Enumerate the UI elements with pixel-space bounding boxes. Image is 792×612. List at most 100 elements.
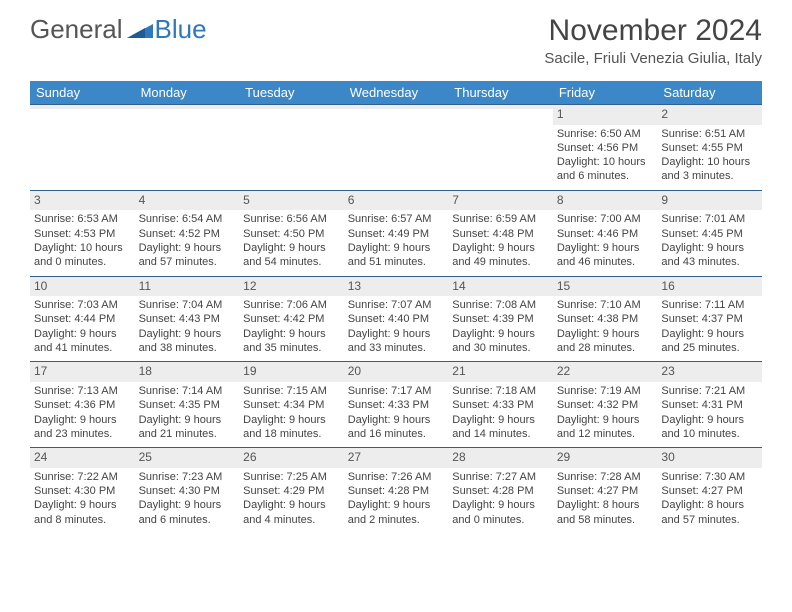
sunset-text: Sunset: 4:56 PM: [557, 141, 654, 155]
sunrise-text: Sunrise: 6:53 AM: [34, 212, 131, 226]
page-header: General Blue November 2024 Sacile, Friul…: [0, 0, 792, 75]
sunset-text: Sunset: 4:52 PM: [139, 227, 236, 241]
brand-part1: General: [30, 14, 123, 45]
sunrise-text: Sunrise: 6:50 AM: [557, 127, 654, 141]
day-number: 20: [344, 362, 449, 382]
sunrise-text: Sunrise: 7:04 AM: [139, 298, 236, 312]
day-cell: 26Sunrise: 7:25 AMSunset: 4:29 PMDayligh…: [239, 448, 344, 533]
sunset-text: Sunset: 4:49 PM: [348, 227, 445, 241]
day-cell: 7Sunrise: 6:59 AMSunset: 4:48 PMDaylight…: [448, 191, 553, 276]
sunset-text: Sunset: 4:27 PM: [661, 484, 758, 498]
daylight-text: Daylight: 9 hours and 35 minutes.: [243, 327, 340, 356]
sunset-text: Sunset: 4:50 PM: [243, 227, 340, 241]
daylight-text: Daylight: 9 hours and 51 minutes.: [348, 241, 445, 270]
daylight-text: Daylight: 9 hours and 54 minutes.: [243, 241, 340, 270]
day-cell: 21Sunrise: 7:18 AMSunset: 4:33 PMDayligh…: [448, 362, 553, 447]
daylight-text: Daylight: 9 hours and 23 minutes.: [34, 413, 131, 442]
day-cell: 17Sunrise: 7:13 AMSunset: 4:36 PMDayligh…: [30, 362, 135, 447]
day-number: [239, 105, 344, 109]
sunset-text: Sunset: 4:34 PM: [243, 398, 340, 412]
day-cell: 28Sunrise: 7:27 AMSunset: 4:28 PMDayligh…: [448, 448, 553, 533]
sunrise-text: Sunrise: 7:01 AM: [661, 212, 758, 226]
daylight-text: Daylight: 10 hours and 6 minutes.: [557, 155, 654, 184]
daylight-text: Daylight: 9 hours and 2 minutes.: [348, 498, 445, 527]
day-cell: 3Sunrise: 6:53 AMSunset: 4:53 PMDaylight…: [30, 191, 135, 276]
weekday-sun: Sunday: [30, 81, 135, 104]
brand-part2: Blue: [155, 14, 207, 45]
sunrise-text: Sunrise: 7:07 AM: [348, 298, 445, 312]
sunrise-text: Sunrise: 7:11 AM: [661, 298, 758, 312]
sunrise-text: Sunrise: 6:56 AM: [243, 212, 340, 226]
week-row: 3Sunrise: 6:53 AMSunset: 4:53 PMDaylight…: [30, 190, 762, 276]
daylight-text: Daylight: 9 hours and 57 minutes.: [139, 241, 236, 270]
sunrise-text: Sunrise: 7:22 AM: [34, 470, 131, 484]
daylight-text: Daylight: 9 hours and 25 minutes.: [661, 327, 758, 356]
weekday-mon: Monday: [135, 81, 240, 104]
day-number: 10: [30, 277, 135, 297]
weekday-wed: Wednesday: [344, 81, 449, 104]
day-cell: [239, 105, 344, 190]
day-number: 14: [448, 277, 553, 297]
day-number: [30, 105, 135, 109]
day-number: 13: [344, 277, 449, 297]
sunset-text: Sunset: 4:38 PM: [557, 312, 654, 326]
day-number: 8: [553, 191, 658, 211]
sunrise-text: Sunrise: 7:15 AM: [243, 384, 340, 398]
sunset-text: Sunset: 4:29 PM: [243, 484, 340, 498]
day-number: 16: [657, 277, 762, 297]
sunset-text: Sunset: 4:33 PM: [452, 398, 549, 412]
day-number: 9: [657, 191, 762, 211]
sunset-text: Sunset: 4:35 PM: [139, 398, 236, 412]
daylight-text: Daylight: 8 hours and 58 minutes.: [557, 498, 654, 527]
sunrise-text: Sunrise: 7:28 AM: [557, 470, 654, 484]
day-number: 21: [448, 362, 553, 382]
day-number: 7: [448, 191, 553, 211]
day-cell: 2Sunrise: 6:51 AMSunset: 4:55 PMDaylight…: [657, 105, 762, 190]
sunset-text: Sunset: 4:27 PM: [557, 484, 654, 498]
day-cell: 25Sunrise: 7:23 AMSunset: 4:30 PMDayligh…: [135, 448, 240, 533]
daylight-text: Daylight: 9 hours and 6 minutes.: [139, 498, 236, 527]
sunrise-text: Sunrise: 7:26 AM: [348, 470, 445, 484]
day-cell: 5Sunrise: 6:56 AMSunset: 4:50 PMDaylight…: [239, 191, 344, 276]
day-number: 15: [553, 277, 658, 297]
month-title: November 2024: [544, 14, 762, 48]
day-number: 1: [553, 105, 658, 125]
sunset-text: Sunset: 4:30 PM: [139, 484, 236, 498]
daylight-text: Daylight: 9 hours and 10 minutes.: [661, 413, 758, 442]
daylight-text: Daylight: 9 hours and 49 minutes.: [452, 241, 549, 270]
day-cell: 22Sunrise: 7:19 AMSunset: 4:32 PMDayligh…: [553, 362, 658, 447]
sunset-text: Sunset: 4:44 PM: [34, 312, 131, 326]
day-cell: 19Sunrise: 7:15 AMSunset: 4:34 PMDayligh…: [239, 362, 344, 447]
sunset-text: Sunset: 4:45 PM: [661, 227, 758, 241]
sunrise-text: Sunrise: 7:03 AM: [34, 298, 131, 312]
daylight-text: Daylight: 9 hours and 14 minutes.: [452, 413, 549, 442]
day-cell: 9Sunrise: 7:01 AMSunset: 4:45 PMDaylight…: [657, 191, 762, 276]
sunset-text: Sunset: 4:31 PM: [661, 398, 758, 412]
day-cell: [30, 105, 135, 190]
logo-icon: [127, 14, 153, 45]
weeks-container: 1Sunrise: 6:50 AMSunset: 4:56 PMDaylight…: [30, 104, 762, 533]
day-number: 22: [553, 362, 658, 382]
week-row: 10Sunrise: 7:03 AMSunset: 4:44 PM Dayligh…: [30, 276, 762, 362]
day-cell: [448, 105, 553, 190]
day-cell: 23Sunrise: 7:21 AMSunset: 4:31 PMDayligh…: [657, 362, 762, 447]
daylight-text: Daylight: 9 hours and 21 minutes.: [139, 413, 236, 442]
weekday-header: Sunday Monday Tuesday Wednesday Thursday…: [30, 81, 762, 104]
daylight-text: Daylight: 9 hours and 0 minutes.: [452, 498, 549, 527]
day-number: 6: [344, 191, 449, 211]
day-number: 11: [135, 277, 240, 297]
day-number: 2: [657, 105, 762, 125]
day-number: 5: [239, 191, 344, 211]
sunrise-text: Sunrise: 7:30 AM: [661, 470, 758, 484]
day-number: 24: [30, 448, 135, 468]
sunset-text: Sunset: 4:40 PM: [348, 312, 445, 326]
sunset-text: Sunset: 4:48 PM: [452, 227, 549, 241]
day-number: 27: [344, 448, 449, 468]
day-cell: 15Sunrise: 7:10 AMSunset: 4:38 PMDayligh…: [553, 277, 658, 362]
day-number: [135, 105, 240, 109]
week-row: 17Sunrise: 7:13 AMSunset: 4:36 PMDayligh…: [30, 361, 762, 447]
sunrise-text: Sunrise: 7:10 AM: [557, 298, 654, 312]
day-cell: 4Sunrise: 6:54 AMSunset: 4:52 PMDaylight…: [135, 191, 240, 276]
sunrise-text: Sunrise: 6:59 AM: [452, 212, 549, 226]
daylight-text: Daylight: 9 hours and 43 minutes.: [661, 241, 758, 270]
